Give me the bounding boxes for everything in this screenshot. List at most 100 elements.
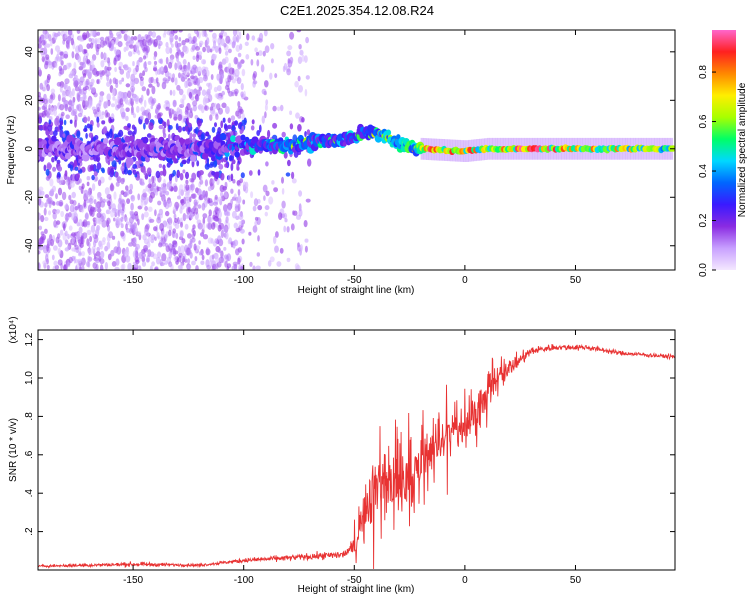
spectral-noise-dot [214, 122, 217, 128]
spectral-noise-dot [250, 59, 254, 66]
spectral-noise-dot [74, 114, 78, 123]
spectral-noise-dot [128, 51, 133, 57]
colorbar-tick-label: 0.2 [698, 213, 709, 227]
spectral-noise-dot [182, 126, 186, 132]
spectral-noise-dot [210, 61, 215, 66]
spectral-noise-dot [229, 154, 234, 161]
snr-content [38, 343, 675, 570]
spectral-noise-dot [44, 228, 48, 234]
spectral-noise-dot [172, 30, 178, 34]
spectral-noise-dot [93, 240, 97, 248]
spectral-noise-dot [67, 233, 70, 240]
spectral-noise-dot [211, 171, 215, 176]
spectral-noise-dot [89, 235, 93, 243]
spectral-noise-dot [84, 100, 89, 108]
spectral-noise-dot [255, 51, 259, 56]
spectral-noise-dot [200, 232, 205, 237]
spectral-noise-dot [112, 96, 116, 101]
spectral-noise-dot [135, 65, 139, 73]
spectral-noise-dot [55, 210, 60, 215]
spectral-noise-dot [173, 213, 177, 220]
spectral-noise-dot [100, 39, 105, 48]
spectral-noise-dot [70, 110, 77, 116]
spectral-noise-dot [254, 47, 258, 53]
spectral-noise-dot [201, 69, 207, 77]
spectral-noise-dot [150, 191, 155, 199]
spectral-noise-dot [130, 238, 134, 244]
spectral-noise-dot [111, 88, 116, 97]
spectral-noise-dot [198, 251, 203, 256]
spectral-noise-dot [163, 199, 167, 208]
spectral-noise-dot [227, 117, 231, 124]
spectral-noise-dot [66, 62, 71, 70]
spectral-noise-dot [155, 170, 161, 179]
spectral-noise-dot [175, 204, 178, 210]
spectral-noise-dot [241, 68, 246, 77]
spectral-noise-dot [307, 158, 312, 167]
spectral-noise-dot [174, 35, 179, 40]
spectral-ridge-blob [103, 138, 109, 145]
spectral-noise-dot [55, 193, 58, 200]
spectral-noise-dot [241, 125, 244, 133]
spectral-noise-dot [286, 257, 291, 263]
spectral-noise-dot [164, 64, 168, 71]
spectral-noise-dot [264, 45, 270, 53]
spectral-noise-dot [172, 73, 175, 80]
spectral-noise-dot [127, 130, 133, 136]
spectral-noise-dot [38, 42, 42, 49]
spectral-noise-dot [138, 265, 142, 270]
spectral-noise-dot [38, 250, 41, 255]
spectral-noise-dot [192, 105, 197, 112]
spectral-noise-dot [157, 213, 161, 221]
spectral-noise-dot [135, 259, 140, 265]
spectral-noise-dot [179, 230, 184, 238]
spectral-noise-dot [88, 33, 91, 38]
spectral-noise-dot [143, 201, 147, 206]
spectral-noise-dot [89, 42, 94, 49]
spectral-noise-dot [173, 247, 177, 257]
spectral-noise-dot [151, 175, 155, 184]
spectral-noise-dot [238, 264, 242, 270]
spectral-noise-dot [214, 238, 219, 244]
spectral-noise-dot [147, 61, 152, 65]
spectral-noise-dot [147, 112, 152, 121]
spectral-noise-dot [214, 45, 219, 53]
spectral-noise-dot [127, 262, 132, 270]
spectral-noise-dot [206, 69, 210, 77]
spectral-noise-dot [105, 100, 109, 108]
spectral-noise-dot [212, 214, 216, 220]
spectral-noise-dot [193, 243, 197, 251]
spectral-noise-dot [257, 169, 261, 176]
spectral-noise-dot [148, 77, 153, 84]
spectral-noise-dot [219, 71, 225, 81]
spectral-noise-dot [132, 169, 137, 175]
spectral-noise-dot [45, 168, 50, 176]
spectral-noise-dot [305, 36, 309, 44]
spectral-noise-dot [187, 36, 193, 44]
spectral-noise-dot [153, 60, 158, 66]
spectral-noise-dot [153, 55, 156, 61]
spectral-noise-dot [110, 167, 115, 175]
spectral-noise-dot [87, 255, 91, 263]
spectral-noise-dot [142, 70, 146, 77]
spectral-noise-dot [117, 240, 121, 249]
spectral-noise-dot [106, 209, 110, 214]
spectral-noise-dot [245, 54, 250, 60]
spectral-noise-dot [220, 229, 224, 239]
snr-frame [37, 329, 676, 571]
spectral-noise-dot [299, 244, 303, 252]
spectral-noise-dot [92, 262, 97, 269]
spectral-noise-dot [224, 124, 229, 132]
spectral-noise-dot [190, 107, 193, 114]
spectral-noise-dot [201, 59, 207, 65]
spectral-noise-dot [106, 217, 111, 225]
spectral-noise-dot [139, 181, 145, 186]
spectral-noise-dot [207, 173, 212, 177]
spectral-noise-dot [189, 132, 193, 140]
spectral-noise-dot [78, 219, 83, 227]
spectral-noise-dot [306, 129, 311, 136]
spectral-noise-dot [135, 251, 139, 258]
spectral-ridge-blob [142, 136, 149, 144]
spectral-noise-dot [78, 226, 83, 234]
spectral-noise-dot [116, 104, 122, 109]
